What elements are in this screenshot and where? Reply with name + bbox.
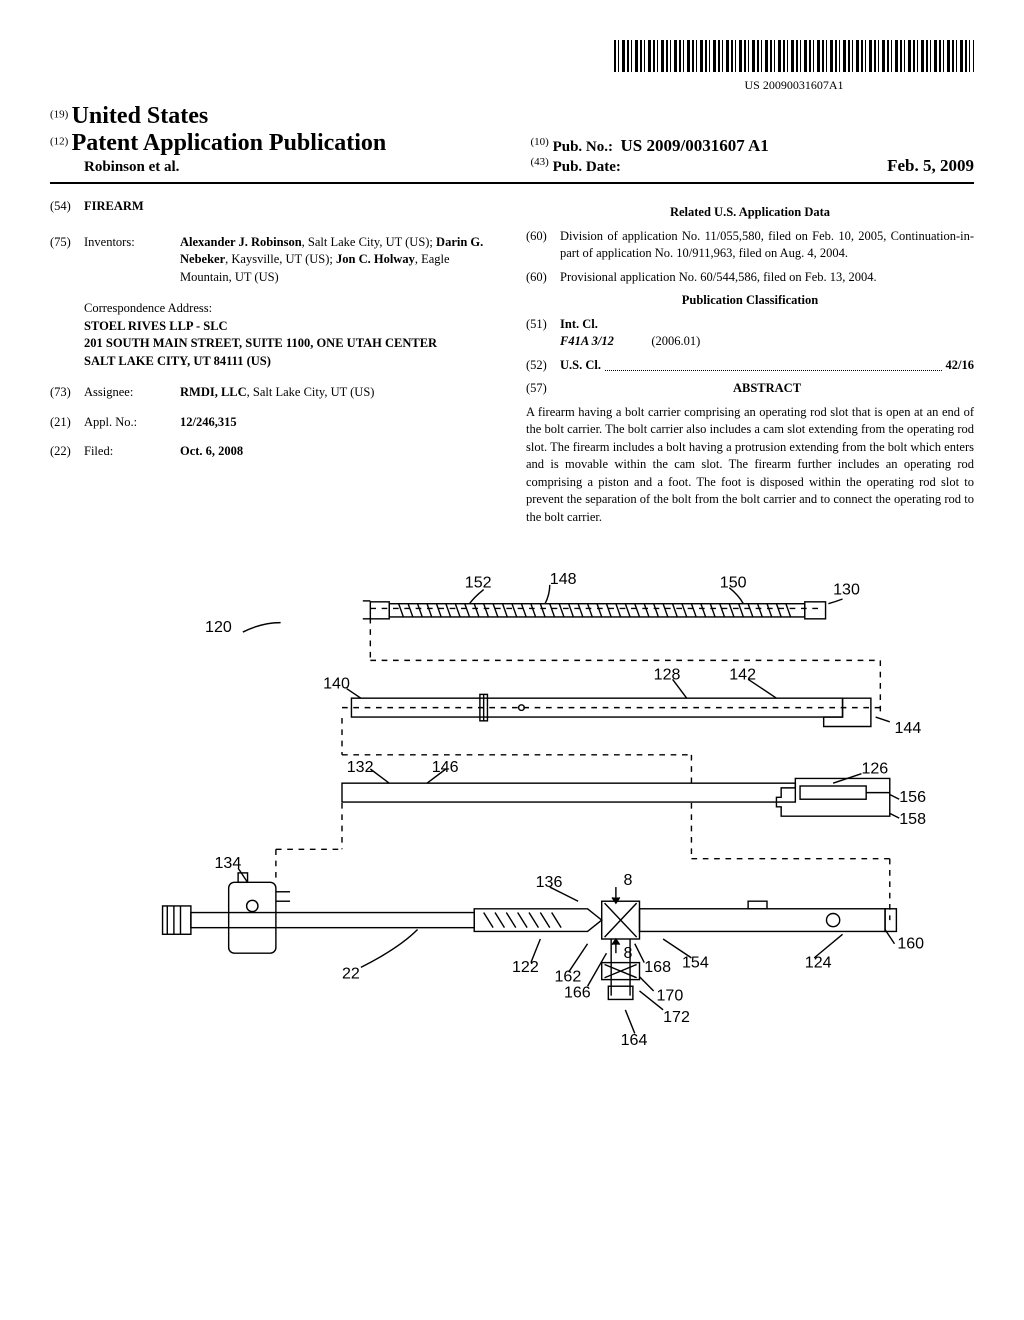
ref-122: 122 xyxy=(512,958,539,976)
pubdate-label: Pub. Date: xyxy=(553,159,621,175)
assignee: RMDI, LLC, Salt Lake City, UT (US) xyxy=(180,384,498,402)
ref-134: 134 xyxy=(215,854,242,872)
patent-figure-svg: 120 152 148 150 130 140 128 142 144 132 … xyxy=(87,554,937,1154)
ref-8b: 8 xyxy=(623,944,632,962)
applno-label: Appl. No.: xyxy=(84,414,180,432)
applno: 12/246,315 xyxy=(180,414,498,432)
assignee-num: (73) xyxy=(50,384,84,402)
ref-128: 128 xyxy=(654,665,681,683)
country: United States xyxy=(72,103,209,129)
ref-144: 144 xyxy=(895,719,922,737)
title-num: (54) xyxy=(50,198,84,216)
uscl-label: U.S. Cl. xyxy=(560,357,601,375)
ref-120: 120 xyxy=(205,618,232,636)
left-col: (54) FIREARM (75) Inventors: Alexander J… xyxy=(50,198,498,526)
ref-140: 140 xyxy=(323,675,350,693)
ref-158: 158 xyxy=(899,810,926,828)
ref-166: 166 xyxy=(564,984,591,1002)
ref-168: 168 xyxy=(644,958,671,976)
country-num: (19) xyxy=(50,109,68,121)
corr-2: 201 SOUTH MAIN STREET, SUITE 1100, ONE U… xyxy=(84,335,498,353)
filed: Oct. 6, 2008 xyxy=(180,443,498,461)
corr-label: Correspondence Address: xyxy=(84,300,498,318)
barcode xyxy=(614,40,974,72)
pubno: US 2009/0031607 A1 xyxy=(621,136,769,155)
intcl-ver: (2006.01) xyxy=(651,334,700,348)
ref-170: 170 xyxy=(657,986,684,1004)
prov-text: Provisional application No. 60/544,586, … xyxy=(560,269,974,287)
div-num: (60) xyxy=(526,228,560,263)
uscl-val: 42/16 xyxy=(946,357,974,375)
pubno-label: Pub. No.: xyxy=(553,139,613,155)
div-text: Division of application No. 11/055,580, … xyxy=(560,228,974,263)
inventors-num: (75) xyxy=(50,234,84,287)
figure: 120 152 148 150 130 140 128 142 144 132 … xyxy=(50,554,974,1154)
intcl-label: Int. Cl. xyxy=(560,316,700,334)
abstract: A firearm having a bolt carrier comprisi… xyxy=(526,404,974,527)
correspondence: Correspondence Address: STOEL RIVES LLP … xyxy=(84,300,498,370)
barcode-text: US 20090031607A1 xyxy=(614,78,974,93)
barcode-area: US 20090031607A1 xyxy=(50,40,974,93)
assignee-label: Assignee: xyxy=(84,384,180,402)
ref-150: 150 xyxy=(720,574,747,592)
abstract-label: ABSTRACT xyxy=(560,380,974,398)
ref-156: 156 xyxy=(899,788,926,806)
intcl-code: F41A 3/12 xyxy=(560,334,614,348)
ref-152: 152 xyxy=(465,574,492,592)
filed-label: Filed: xyxy=(84,443,180,461)
ref-164: 164 xyxy=(621,1031,648,1049)
title: FIREARM xyxy=(84,198,144,216)
ref-148: 148 xyxy=(550,570,577,588)
abstract-num: (57) xyxy=(526,380,560,398)
ref-154: 154 xyxy=(682,953,709,971)
ref-126: 126 xyxy=(861,760,888,778)
intcl-num: (51) xyxy=(526,316,560,351)
pubno-num: (10) xyxy=(530,136,548,148)
pubdate-num: (43) xyxy=(530,156,548,168)
related-title: Related U.S. Application Data xyxy=(526,204,974,222)
ref-130: 130 xyxy=(833,580,860,598)
ref-160: 160 xyxy=(897,934,924,952)
doctype-num: (12) xyxy=(50,136,68,148)
filed-num: (22) xyxy=(50,443,84,461)
biblio-columns: (54) FIREARM (75) Inventors: Alexander J… xyxy=(50,198,974,526)
ref-146: 146 xyxy=(432,758,459,776)
prov-num: (60) xyxy=(526,269,560,287)
ref-136: 136 xyxy=(536,873,563,891)
ref-22: 22 xyxy=(342,965,360,983)
doctype: Patent Application Publication xyxy=(72,130,387,156)
ref-172: 172 xyxy=(663,1008,690,1026)
header: (19) United States (12) Patent Applicati… xyxy=(50,103,974,184)
corr-1: STOEL RIVES LLP - SLC xyxy=(84,318,498,336)
ref-132: 132 xyxy=(347,758,374,776)
right-col: Related U.S. Application Data (60) Divis… xyxy=(526,198,974,526)
ref-142: 142 xyxy=(729,665,756,683)
inventor-line: Robinson et al. xyxy=(84,159,494,176)
pubclass-title: Publication Classification xyxy=(526,292,974,310)
ref-8a: 8 xyxy=(623,871,632,889)
ref-124: 124 xyxy=(805,953,832,971)
inventors: Alexander J. Robinson, Salt Lake City, U… xyxy=(180,235,483,284)
pubdate: Feb. 5, 2009 xyxy=(887,156,974,176)
dotted-fill xyxy=(605,360,942,371)
uscl-num: (52) xyxy=(526,357,560,375)
inventors-label: Inventors: xyxy=(84,234,180,287)
corr-3: SALT LAKE CITY, UT 84111 (US) xyxy=(84,353,498,371)
applno-num: (21) xyxy=(50,414,84,432)
